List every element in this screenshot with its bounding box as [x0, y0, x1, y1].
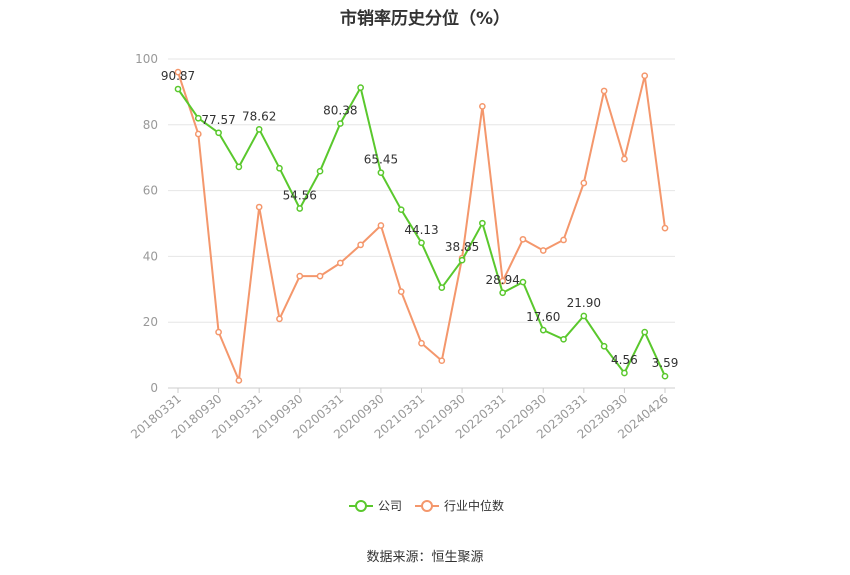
data-point[interactable] [580, 312, 588, 320]
y-tick-label: 20 [143, 315, 158, 329]
data-point[interactable] [357, 84, 364, 91]
data-point[interactable] [174, 68, 182, 76]
y-tick-label: 100 [135, 52, 158, 66]
y-tick-label: 0 [150, 381, 158, 395]
data-label: 54.56 [283, 188, 317, 202]
data-point[interactable] [235, 377, 243, 384]
data-point[interactable] [215, 129, 222, 137]
chart-title: 市销率历史分位（%） [339, 9, 511, 29]
source-note: 数据来源：恒生聚源 [366, 550, 484, 565]
data-point[interactable] [377, 222, 385, 229]
legend: 公司 行业中位数 [349, 498, 504, 513]
data-point[interactable] [479, 103, 486, 110]
data-point[interactable] [539, 247, 547, 254]
data-point[interactable] [438, 284, 446, 292]
data-point[interactable] [519, 278, 527, 286]
data-point[interactable] [560, 236, 567, 244]
data-point[interactable] [336, 120, 344, 127]
data-point[interactable] [539, 326, 547, 334]
legend-marker [355, 500, 367, 512]
data-point[interactable] [600, 342, 608, 350]
data-label-layer: 90.87 77.57 78.62 54.56 80.38 65.45 44.13 38.85… [161, 69, 679, 370]
data-point[interactable] [255, 203, 263, 211]
data-point[interactable] [255, 125, 263, 133]
data-point[interactable] [621, 369, 628, 377]
data-point[interactable] [641, 328, 649, 336]
data-point[interactable] [235, 163, 243, 171]
data-point[interactable] [438, 357, 446, 365]
data-label: 80.38 [323, 104, 357, 118]
data-point[interactable] [276, 164, 283, 172]
data-point[interactable] [600, 87, 608, 95]
data-label: 28.94 [485, 273, 519, 287]
data-point[interactable] [418, 239, 425, 247]
data-label: 38.85 [445, 240, 479, 254]
data-label: 90.87 [161, 69, 195, 83]
data-label: 78.62 [242, 109, 276, 123]
data-point[interactable] [357, 241, 364, 249]
data-point[interactable] [661, 224, 669, 232]
legend-item-industry-median[interactable]: 行业中位数 [415, 498, 504, 513]
data-point[interactable] [194, 130, 202, 138]
data-point[interactable] [519, 235, 527, 243]
data-label: 21.90 [567, 296, 601, 310]
data-point[interactable] [458, 256, 466, 264]
series-layer [174, 68, 669, 384]
data-point[interactable] [296, 205, 304, 212]
data-point[interactable] [215, 328, 222, 336]
data-point[interactable] [316, 272, 324, 280]
data-point[interactable] [479, 219, 486, 227]
y-tick-label: 80 [143, 118, 158, 132]
data-point[interactable] [377, 169, 385, 177]
data-point[interactable] [418, 339, 425, 347]
data-point[interactable] [397, 288, 405, 295]
data-point[interactable] [560, 335, 567, 343]
y-tick-label: 60 [143, 184, 158, 198]
data-point[interactable] [276, 315, 283, 323]
data-point[interactable] [499, 289, 507, 297]
data-label: 65.45 [364, 153, 398, 167]
data-point[interactable] [397, 206, 405, 214]
data-label: 3.59 [652, 356, 679, 370]
data-label: 4.56 [611, 353, 638, 367]
data-point[interactable] [316, 167, 324, 175]
data-label: 44.13 [404, 223, 438, 237]
data-point[interactable] [580, 179, 588, 187]
data-point[interactable] [194, 114, 202, 122]
data-label: 17.60 [526, 310, 560, 324]
legend-label: 行业中位数 [444, 498, 504, 513]
y-tick-label: 40 [143, 249, 158, 263]
legend-item-company[interactable]: 公司 [349, 499, 402, 513]
legend-marker [421, 500, 433, 512]
data-point[interactable] [621, 155, 628, 163]
data-point[interactable] [641, 72, 649, 80]
data-point[interactable] [661, 372, 669, 380]
data-point[interactable] [296, 272, 304, 280]
legend-label: 公司 [378, 499, 402, 513]
data-point[interactable] [336, 259, 344, 267]
data-point[interactable] [174, 85, 182, 93]
data-label: 77.57 [201, 113, 235, 127]
